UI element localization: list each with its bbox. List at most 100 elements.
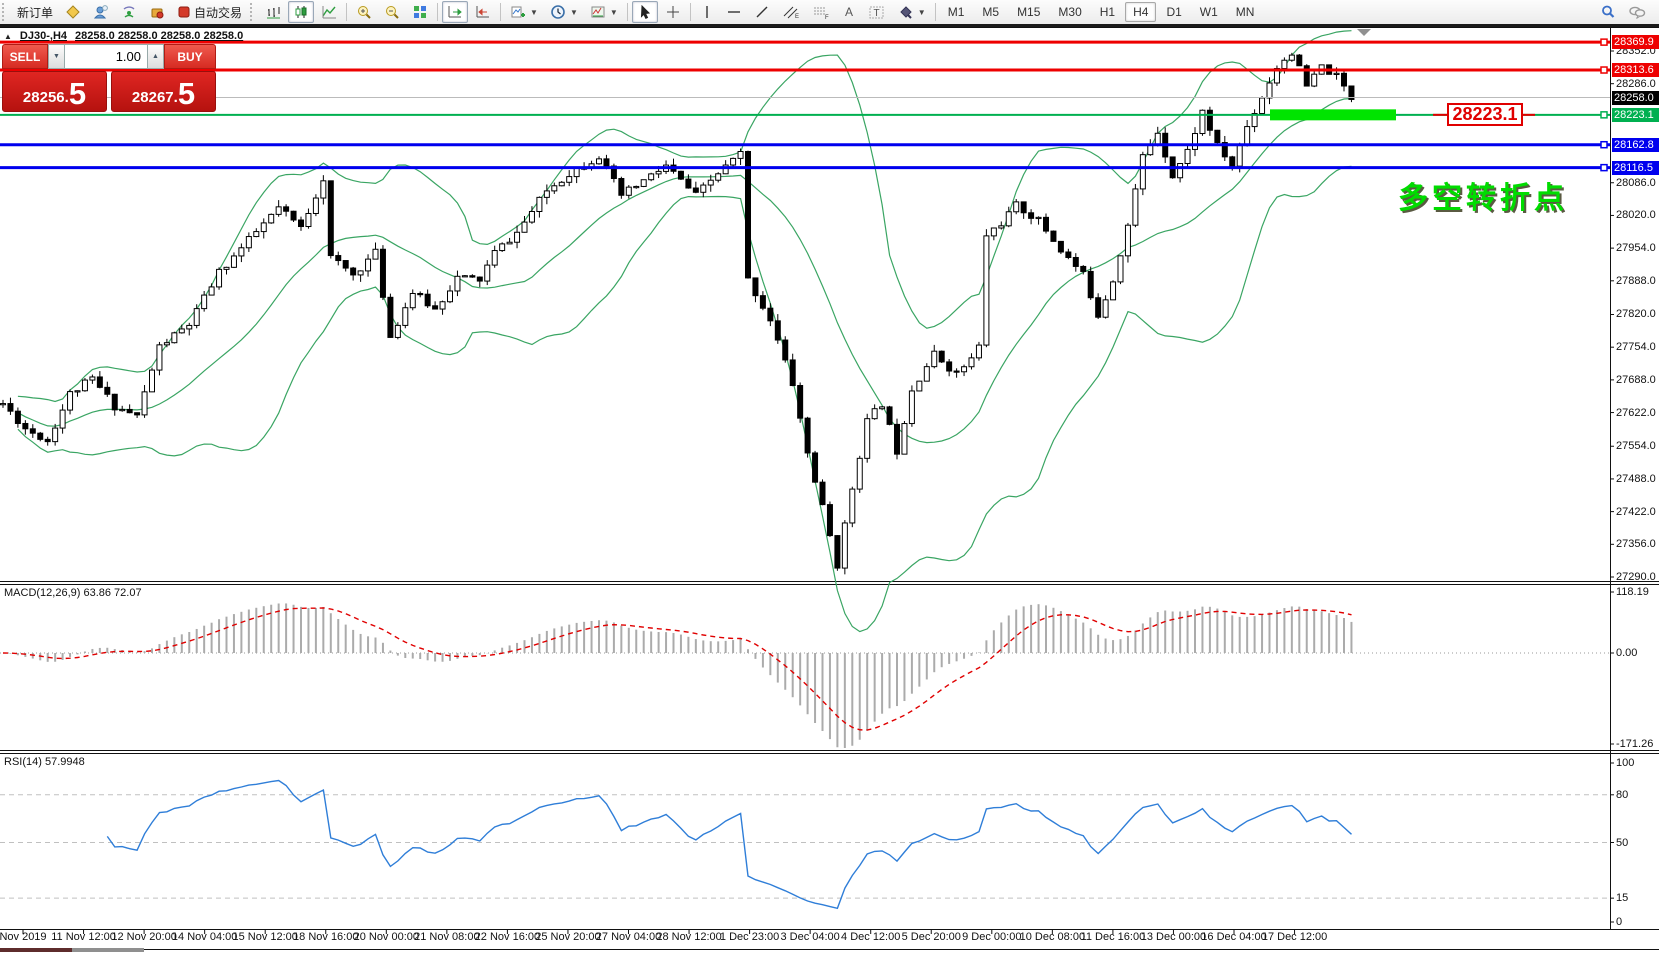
toolbar-separator xyxy=(437,3,439,21)
time-tick: 18 Nov 16:00 xyxy=(293,931,359,943)
arrows-button[interactable]: A xyxy=(837,1,861,23)
metaeditor-button[interactable] xyxy=(60,1,86,23)
timeframe-w1[interactable]: W1 xyxy=(1199,5,1218,19)
channel-button[interactable]: E xyxy=(777,1,805,23)
price-label-28313.6: 28313.6 xyxy=(1612,63,1659,78)
tile-windows-button[interactable] xyxy=(407,1,433,23)
price-tick: 27820.0 xyxy=(1616,308,1656,321)
buy-button[interactable]: BUY xyxy=(164,44,216,69)
time-tick: 9 Dec 00:00 xyxy=(962,931,1022,943)
time-tick: 11 Nov 12:00 xyxy=(51,931,116,943)
macd-signal-line xyxy=(2,607,1352,731)
horizontal-line-button[interactable] xyxy=(721,1,747,23)
buy-price-display[interactable]: 28267. 5 xyxy=(111,71,216,112)
dropdown-arrow-icon: ▼ xyxy=(569,7,578,17)
timeframe-h4[interactable]: H4 xyxy=(1125,2,1157,22)
templates-button[interactable]: ▼ xyxy=(585,1,623,23)
volume-up-button[interactable]: ▲ xyxy=(147,44,164,69)
time-tick: Nov 2019 xyxy=(0,931,47,943)
rsi-tick: 100 xyxy=(1616,757,1635,769)
rsi-tick: 15 xyxy=(1616,892,1629,905)
crosshair-button[interactable] xyxy=(660,1,686,23)
horizontal-scrollbar[interactable] xyxy=(0,947,1659,953)
chart-title: ▲ DJ30-,H4 28258.0 28258.0 28258.0 28258… xyxy=(4,30,243,42)
price-tick: 27488.0 xyxy=(1616,472,1656,485)
market-icon xyxy=(151,8,164,19)
one-click-trading-widget: SELL ▼ ▲ BUY 28256.5 28267.5 xyxy=(2,44,216,112)
volume-down-button[interactable]: ▼ xyxy=(48,44,65,69)
fibonacci-button[interactable]: F xyxy=(807,1,835,23)
new-order-button[interactable]: 新订单 xyxy=(12,1,58,24)
signals-button[interactable] xyxy=(116,1,142,23)
toolbar-separator xyxy=(346,3,348,21)
time-tick: 15 Nov 12:00 xyxy=(232,931,298,943)
zoom-out-icon xyxy=(386,6,399,19)
trendline-button[interactable] xyxy=(749,1,775,23)
time-tick: 13 Dec 00:00 xyxy=(1140,931,1207,943)
cursor-button[interactable] xyxy=(631,1,658,23)
zoom-in-button[interactable] xyxy=(351,1,377,23)
auto-scroll-button[interactable] xyxy=(442,1,469,23)
timeframe-m1[interactable]: M1 xyxy=(947,5,965,19)
chart-shift-button[interactable] xyxy=(470,1,496,23)
toolbar-grip xyxy=(250,3,257,21)
time-tick: 10 Dec 08:00 xyxy=(1019,931,1086,943)
zoom-in-icon xyxy=(358,6,371,19)
timeframe-mn[interactable]: MN xyxy=(1235,5,1255,19)
zoom-out-button[interactable] xyxy=(379,1,405,23)
timeframe-d1[interactable]: D1 xyxy=(1166,5,1182,19)
symbol-marker-icon: ▲ xyxy=(4,31,12,41)
volume-input[interactable] xyxy=(65,44,147,69)
periods-button[interactable]: ▼ xyxy=(545,1,583,23)
timeframe-h1[interactable]: H1 xyxy=(1099,5,1116,19)
community-icon xyxy=(93,5,108,19)
time-tick: 27 Nov 04:00 xyxy=(595,931,662,943)
candlestick-chart-icon xyxy=(295,6,307,18)
timeframe-m5[interactable]: M5 xyxy=(982,5,1000,19)
time-tick: 25 Nov 20:00 xyxy=(535,931,601,943)
dropdown-arrow-icon: ▼ xyxy=(917,7,926,17)
bar-chart-button[interactable] xyxy=(260,1,286,23)
sell-price-display[interactable]: 28256. 5 xyxy=(2,71,107,112)
search-button[interactable] xyxy=(1595,1,1621,23)
line-chart-button[interactable] xyxy=(316,1,342,23)
time-tick: 5 Dec 20:00 xyxy=(901,931,961,943)
candlestick-chart-button[interactable] xyxy=(288,1,315,23)
time-tick: 11 Dec 16:00 xyxy=(1080,931,1146,943)
text-label-button[interactable]: T xyxy=(863,1,891,23)
auto-scroll-icon xyxy=(448,6,462,18)
price-label-28116.5: 28116.5 xyxy=(1612,160,1659,175)
new-order-label: 新订单 xyxy=(17,5,54,20)
shapes-button[interactable]: ▼ xyxy=(893,1,931,23)
vertical-line-button[interactable] xyxy=(695,1,719,23)
chart-annotation-text: 多空转折点 xyxy=(1398,182,1568,215)
price-callout-label: 28223.1 xyxy=(1447,103,1523,126)
crosshair-icon xyxy=(666,6,679,18)
indicators-button[interactable]: ▼ xyxy=(505,1,543,23)
timeframe-toolbar: M1 M5 M15 M30 H1 H4 D1 W1 MN xyxy=(939,2,1264,22)
time-tick: 28 Nov 12:00 xyxy=(656,931,722,943)
timeframe-m15[interactable]: M15 xyxy=(1017,5,1041,19)
scrollbar-thumb[interactable] xyxy=(72,948,144,952)
scrollbar-track-line xyxy=(144,949,1659,950)
timeframe-m30[interactable]: M30 xyxy=(1058,5,1082,19)
metaeditor-icon xyxy=(66,5,80,19)
community-button[interactable] xyxy=(88,1,114,23)
price-tick: 27954.0 xyxy=(1616,242,1656,255)
time-tick: 14 Nov 04:00 xyxy=(171,931,238,943)
vertical-line-icon xyxy=(706,6,708,18)
time-tick: 12 Nov 20:00 xyxy=(111,931,177,943)
market-button[interactable] xyxy=(144,1,170,23)
time-tick: 16 Dec 04:00 xyxy=(1201,931,1267,943)
sell-button[interactable]: SELL xyxy=(2,44,48,69)
price-label-28162.8: 28162.8 xyxy=(1612,137,1659,152)
sell-price-frac: 5 xyxy=(68,76,87,111)
arrows-icon: A xyxy=(845,5,853,19)
horizontal-line-icon xyxy=(727,11,740,13)
shapes-icon xyxy=(900,6,912,19)
autotrading-button[interactable]: 自动交易 xyxy=(172,1,247,24)
chat-button[interactable] xyxy=(1623,1,1651,23)
macd-histogram xyxy=(9,603,1353,748)
chart-area[interactable]: ▲ DJ30-,H4 28258.0 28258.0 28258.0 28258… xyxy=(0,27,1659,953)
price-label-28369.9: 28369.9 xyxy=(1612,35,1659,50)
